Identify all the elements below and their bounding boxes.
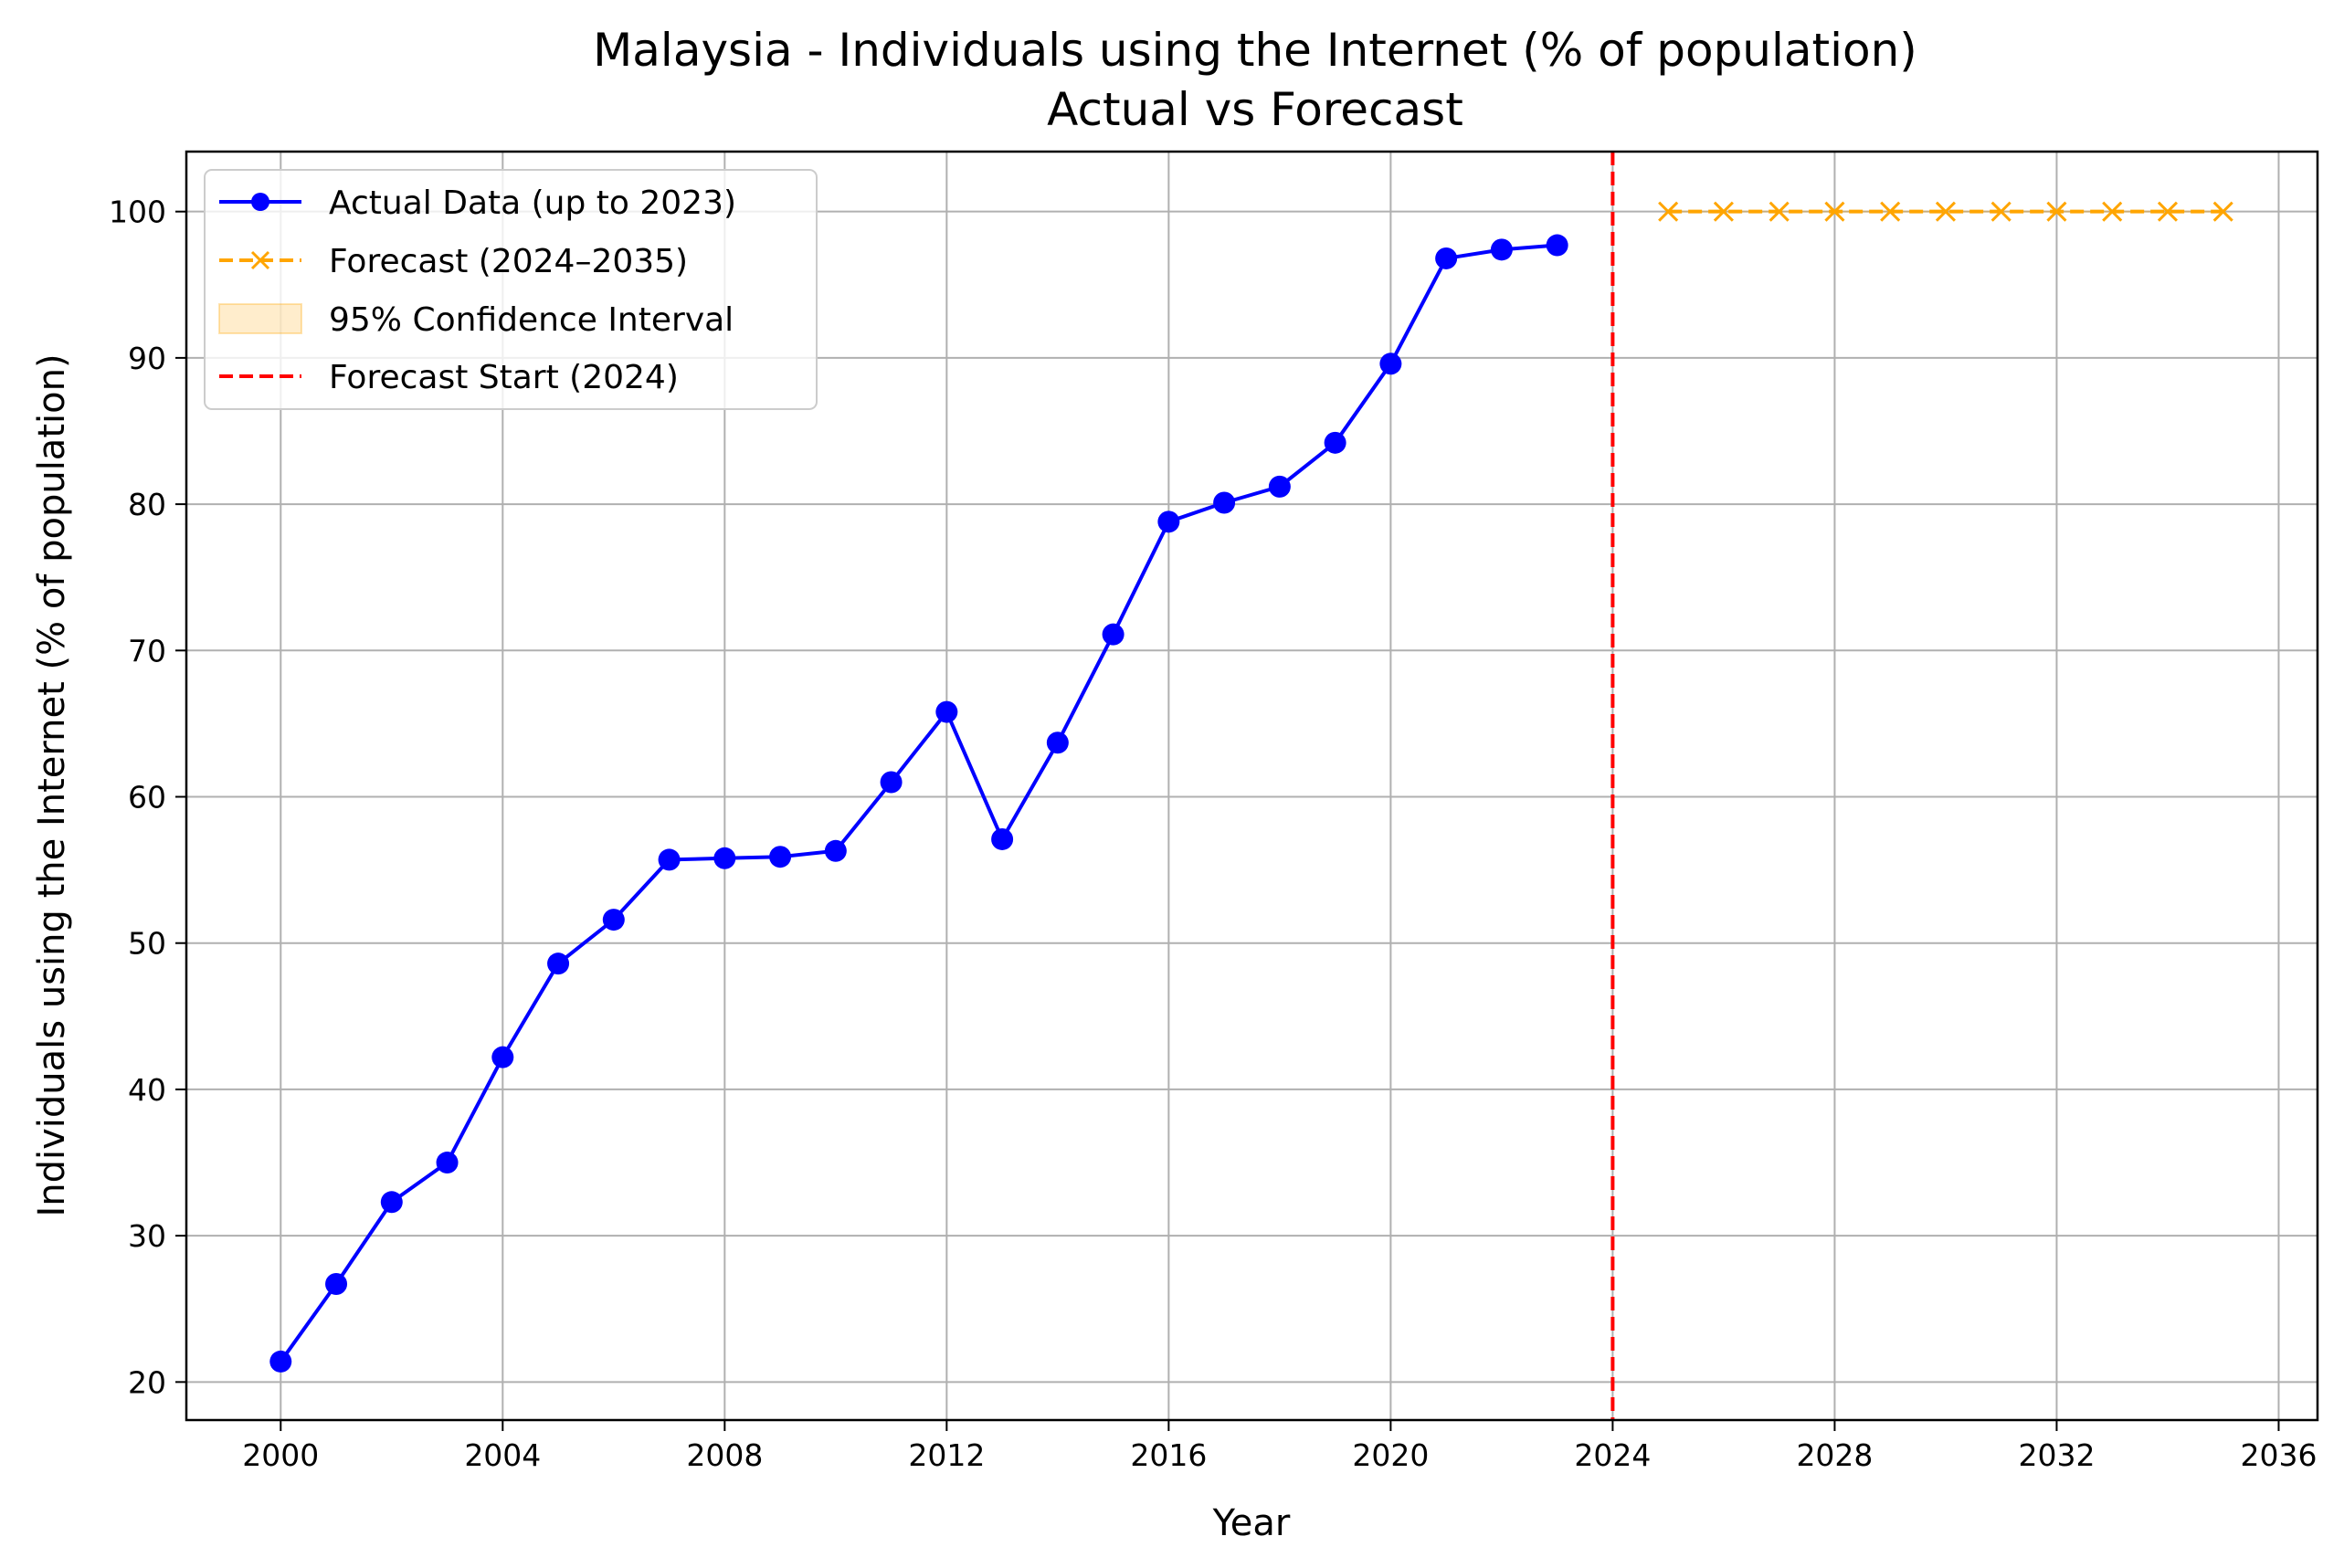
- data-point: [1324, 431, 1346, 454]
- plot-frame: [185, 150, 2319, 1422]
- forecast-point: [2102, 201, 2123, 222]
- y-axis-ticks: 20 30 40 50 60 70 80 90 100: [109, 195, 186, 1400]
- y-tick-label: 100: [109, 195, 166, 230]
- x-tick-label: 2020: [1352, 1437, 1429, 1473]
- data-point: [1379, 353, 1402, 375]
- data-point: [1157, 510, 1180, 533]
- data-point: [269, 1350, 292, 1373]
- legend-actual-marker: [251, 193, 269, 211]
- forecast-point: [1880, 201, 1901, 222]
- forecast-point: [2046, 201, 2067, 222]
- legend-actual-label: Actual Data (up to 2023): [329, 184, 736, 222]
- data-point: [1102, 623, 1124, 646]
- data-point: [769, 846, 792, 868]
- data-point: [991, 827, 1014, 850]
- series-layer: [269, 201, 2233, 1373]
- data-point: [713, 847, 736, 869]
- y-tick-label: 30: [128, 1218, 166, 1254]
- y-tick-label: 40: [128, 1072, 166, 1108]
- y-tick-label: 70: [128, 633, 166, 668]
- x-tick-label: 2012: [908, 1437, 985, 1473]
- legend-forecast-marker: [250, 250, 270, 270]
- data-point: [325, 1273, 348, 1296]
- y-tick-label: 50: [128, 926, 166, 962]
- forecast-point: [1824, 201, 1845, 222]
- legend-forecast-label: Forecast (2024–2035): [329, 243, 688, 280]
- data-point: [1435, 247, 1458, 269]
- data-point: [1046, 731, 1069, 754]
- forecast-point: [2212, 201, 2233, 222]
- y-tick-label: 60: [128, 780, 166, 816]
- chart-subtitle: Actual vs Forecast: [1047, 83, 1463, 136]
- data-point: [880, 771, 903, 794]
- data-point: [436, 1152, 459, 1174]
- x-tick-label: 2000: [242, 1437, 319, 1473]
- forecast-point: [2157, 201, 2179, 222]
- legend-ci-label: 95% Confidence Interval: [329, 301, 734, 339]
- data-point: [491, 1046, 514, 1068]
- data-point: [380, 1191, 403, 1214]
- data-point: [824, 839, 847, 862]
- x-tick-label: 2004: [464, 1437, 541, 1473]
- forecast-point: [1713, 201, 1734, 222]
- chart-title: Malaysia - Individuals using the Interne…: [593, 24, 1917, 77]
- data-point: [658, 848, 681, 871]
- legend-ci-swatch: [218, 303, 302, 334]
- y-axis-label: Individuals using the Internet (% of pop…: [31, 353, 73, 1216]
- forecast-point: [1769, 201, 1790, 222]
- forecast-point: [1658, 201, 1679, 222]
- series-line-0: [279, 243, 1557, 1363]
- x-tick-label: 2036: [2240, 1437, 2317, 1473]
- x-tick-label: 2032: [2018, 1437, 2095, 1473]
- legend-box: [204, 169, 818, 410]
- data-point: [1268, 475, 1291, 498]
- x-tick-label: 2024: [1574, 1437, 1651, 1473]
- x-axis-label: Year: [1212, 1502, 1291, 1544]
- x-tick-label: 2016: [1130, 1437, 1207, 1473]
- x-axis-ticks: 2000 2004 2008 2012 2016 2020 2024 2028 2032 2036: [242, 1420, 2317, 1473]
- y-tick-label: 90: [128, 341, 166, 376]
- data-point: [935, 700, 958, 723]
- y-tick-label: 20: [128, 1364, 166, 1400]
- data-point: [1490, 238, 1513, 261]
- legend-forecast-start-label: Forecast Start (2024): [329, 359, 679, 396]
- data-point: [1546, 234, 1568, 257]
- y-tick-label: 80: [128, 487, 166, 522]
- forecast-point: [1990, 201, 2011, 222]
- data-point: [547, 952, 570, 975]
- data-point: [1213, 491, 1236, 514]
- x-tick-label: 2028: [1796, 1437, 1873, 1473]
- legend: Actual Data (up to 2023) Forecast (2024–…: [204, 169, 818, 410]
- x-tick-label: 2008: [686, 1437, 763, 1473]
- forecast-point: [1935, 201, 1957, 222]
- data-point: [602, 909, 625, 931]
